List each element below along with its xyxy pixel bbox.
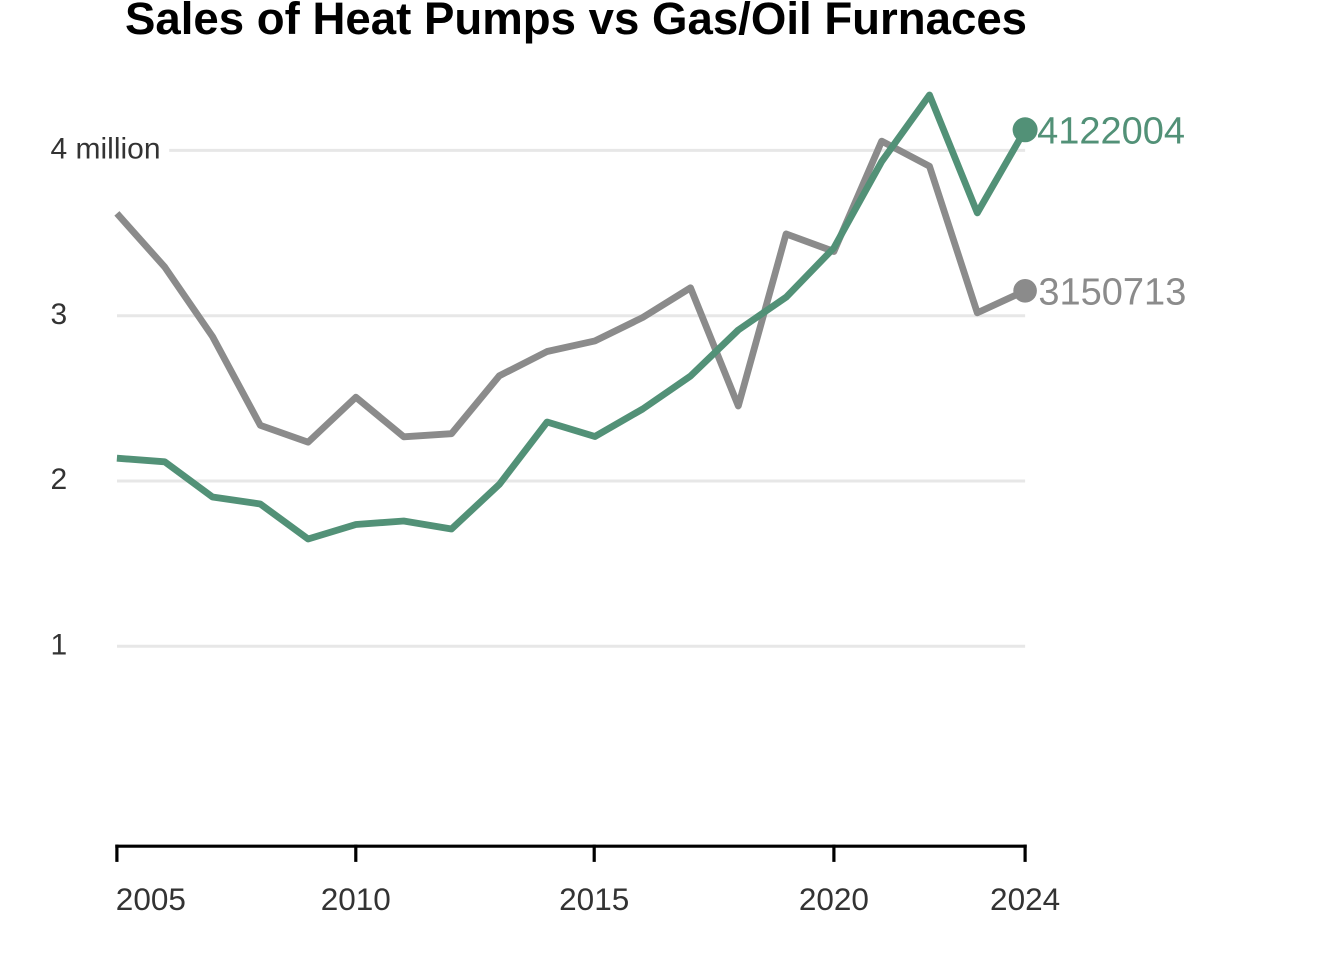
svg-text:Sales of Heat Pumps vs Gas/Oil: Sales of Heat Pumps vs Gas/Oil Furnaces (125, 0, 1027, 44)
svg-text:3: 3 (51, 298, 68, 331)
svg-text:2010: 2010 (321, 881, 391, 917)
svg-text:3150713: 3150713 (1038, 272, 1186, 314)
svg-text:2024: 2024 (990, 881, 1060, 917)
svg-text:4122004: 4122004 (1037, 111, 1185, 153)
svg-text:1: 1 (51, 629, 68, 662)
svg-text:4 million: 4 million (51, 133, 161, 166)
svg-text:2: 2 (51, 463, 68, 496)
svg-text:2020: 2020 (799, 881, 869, 917)
svg-text:2005: 2005 (116, 881, 186, 917)
svg-text:2015: 2015 (559, 881, 629, 917)
